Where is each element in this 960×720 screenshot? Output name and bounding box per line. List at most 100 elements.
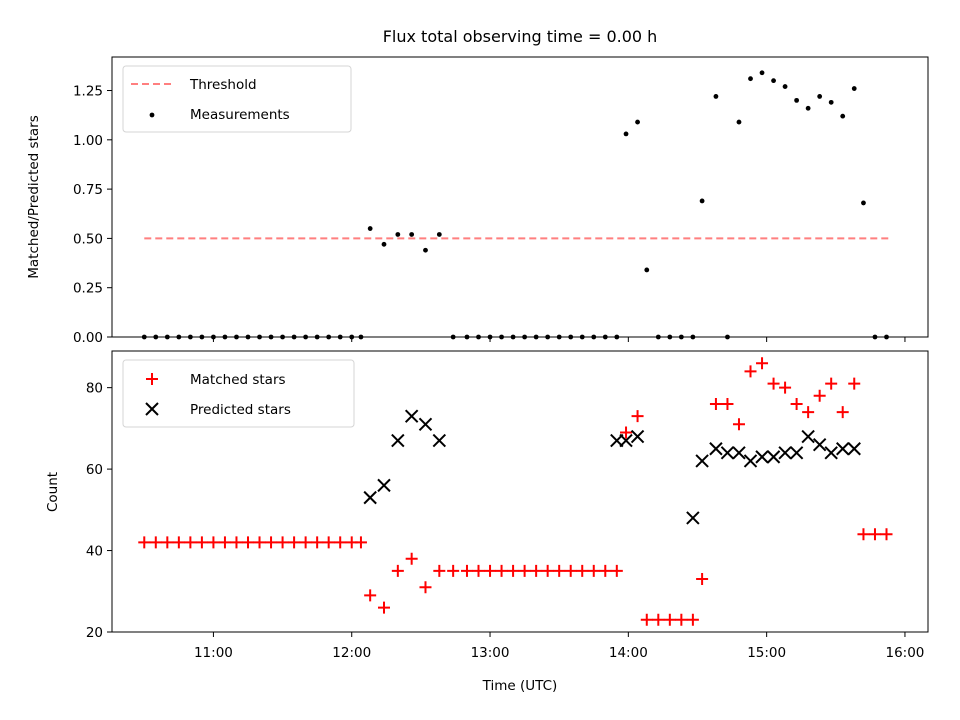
x-axis-label: Time (UTC): [482, 678, 558, 694]
predicted-stars-point: [743, 454, 758, 468]
matched-stars-point: [587, 564, 600, 577]
bottom-x-ticks: 11:00 12:00 13:00 14:00 15:00 16:00: [194, 632, 924, 661]
matched-stars-point: [472, 564, 485, 577]
matched-stars-point: [686, 613, 699, 626]
top-y-tick-label: 1.00: [73, 133, 103, 149]
matched-stars-point: [721, 397, 734, 410]
measurements-point: [395, 232, 401, 237]
measurements-point: [782, 84, 788, 89]
predicted-stars-point: [432, 433, 447, 448]
measurements-point: [644, 267, 650, 273]
matched-stars-point: [564, 564, 577, 577]
measurements-point: [436, 232, 442, 237]
matched-stars-point: [767, 377, 780, 390]
matched-stars-point: [405, 552, 418, 565]
matched-stars-point: [265, 536, 278, 549]
bottom-y-tick-label: 60: [86, 462, 103, 478]
top-y-tick-label: 0.00: [73, 330, 103, 346]
matched-stars-point: [334, 536, 347, 549]
measurements-point: [828, 99, 834, 105]
matched-stars-point: [460, 564, 473, 577]
matched-stars-point: [378, 601, 390, 614]
bottom-y-tick-label: 20: [86, 625, 103, 641]
matched-stars-point: [756, 357, 769, 370]
matched-stars-point: [299, 536, 312, 549]
matched-stars-point: [836, 406, 849, 419]
measurements-point: [748, 76, 753, 82]
measurements-point: [840, 113, 846, 119]
predicted-stars-point: [619, 433, 633, 448]
matched-stars-point: [149, 536, 162, 549]
legend-measurements-swatch: [149, 112, 155, 118]
bottom-axes-frame: [111, 350, 929, 633]
measurements-point: [409, 232, 415, 237]
matched-stars-point: [802, 406, 815, 419]
matched-stars-point: [553, 564, 566, 577]
x-tick-label: 16:00: [885, 645, 924, 661]
legend-threshold-label: Threshold: [189, 77, 257, 93]
bottom-plot-marks: [138, 357, 893, 626]
matched-stars-point: [610, 564, 623, 577]
matched-stars-point: [744, 365, 757, 378]
x-tick-label: 12:00: [332, 645, 371, 661]
matched-stars-point: [433, 564, 446, 577]
top-legend: Threshold Measurements: [122, 65, 352, 133]
matched-stars-point: [242, 536, 254, 549]
legend-predicted-swatch: [145, 402, 159, 416]
matched-stars-point: [848, 377, 861, 390]
predicted-stars-point: [630, 429, 645, 444]
matched-stars-point: [696, 573, 709, 586]
matched-stars-point: [495, 564, 508, 577]
legend-matched-swatch: [146, 373, 158, 385]
measurements-point: [861, 200, 866, 206]
matched-stars-point: [663, 613, 676, 626]
measurements-point: [381, 241, 387, 247]
matched-stars-point: [230, 536, 243, 549]
matched-stars-point: [447, 564, 460, 577]
bottom-y-tick-label: 80: [86, 381, 103, 397]
predicted-stars-point: [377, 478, 391, 493]
measurements-point: [771, 78, 776, 84]
matched-stars-point: [640, 613, 653, 626]
matched-stars-point: [790, 397, 803, 410]
matched-stars-point: [732, 418, 745, 431]
measurements-point: [699, 198, 705, 204]
bottom-legend-box: [122, 359, 355, 428]
matched-stars-point: [311, 536, 324, 549]
predicted-stars-point: [686, 511, 700, 525]
measurements-point: [794, 97, 800, 103]
predicted-stars-point: [801, 429, 815, 444]
measurements-point: [736, 119, 742, 125]
predicted-stars-point: [418, 417, 433, 432]
top-panel: 0.00 0.25 0.50 0.75 1.00 1.25 Matched/Predict…: [26, 56, 929, 346]
predicted-stars-point: [755, 450, 769, 464]
bottom-y-tick-label: 40: [86, 544, 103, 560]
legend-measurements-label: Measurements: [190, 107, 290, 123]
top-axes-frame: [111, 56, 929, 338]
measurements-point: [623, 131, 629, 137]
x-tick-label: 14:00: [609, 645, 648, 661]
measurements-point: [851, 86, 857, 91]
matched-stars-point: [138, 536, 151, 549]
measurements-point: [423, 247, 428, 253]
bottom-y-axis-label: Count: [45, 472, 61, 512]
predicted-stars-point: [824, 446, 838, 460]
x-tick-label: 13:00: [471, 645, 510, 661]
matched-stars-point: [675, 613, 688, 626]
matched-stars-point: [868, 528, 881, 541]
matched-stars-point: [276, 536, 289, 549]
matched-stars-point: [172, 536, 185, 549]
matched-stars-point: [507, 564, 520, 577]
matched-stars-point: [364, 589, 377, 602]
chart-title: Flux total observing time = 0.00 h: [383, 27, 658, 46]
measurements-point: [713, 94, 719, 99]
predicted-stars-point: [847, 442, 861, 456]
predicted-stars-point: [720, 446, 735, 460]
matched-stars-point: [652, 613, 665, 626]
matched-stars-point: [825, 377, 838, 390]
matched-stars-point: [857, 528, 870, 541]
predicted-stars-point: [695, 454, 709, 468]
matched-stars-point: [288, 536, 301, 549]
top-x-ticks: [212, 337, 906, 342]
top-y-tick-label: 1.25: [73, 84, 103, 100]
